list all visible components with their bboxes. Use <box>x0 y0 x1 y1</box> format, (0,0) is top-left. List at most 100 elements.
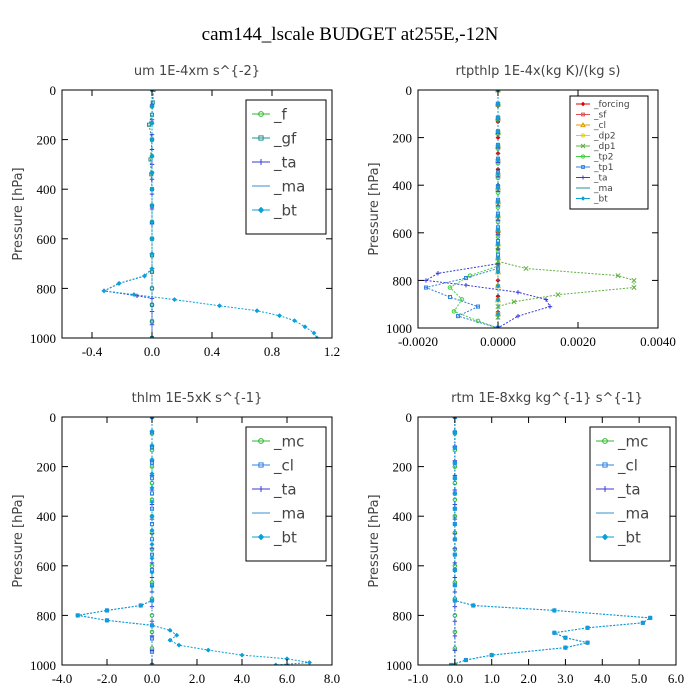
data-point <box>423 285 429 290</box>
data-point <box>149 583 155 590</box>
legend-label: _dp1 <box>593 142 616 152</box>
data-point <box>149 302 155 307</box>
x-tick-label: 5.0 <box>631 671 647 686</box>
legend-label: _ta <box>273 153 297 172</box>
data-point <box>495 129 501 135</box>
data-point <box>452 445 458 451</box>
data-point <box>254 308 260 314</box>
data-point <box>495 314 501 320</box>
legend-label: _mc <box>273 432 304 451</box>
data-point <box>273 662 279 665</box>
data-point <box>149 236 155 242</box>
legend-marker <box>581 165 585 169</box>
y-axis-label: Pressure [hPa] <box>367 494 382 587</box>
data-point <box>150 100 155 105</box>
data-point <box>647 615 653 621</box>
data-point <box>555 292 561 298</box>
y-tick-label: 600 <box>37 232 57 247</box>
legend-label: _bt <box>273 201 297 220</box>
legend-marker <box>258 438 264 444</box>
chart-panel: thlm 1E-5xK s^{-1} Pressure [hPa] -4.0 -2.0… <box>11 391 340 686</box>
x-tick-label: -2.0 <box>97 671 118 686</box>
y-axis-label: Pressure [hPa] <box>367 162 382 255</box>
legend-marker <box>258 135 264 141</box>
legend-marker <box>580 143 586 149</box>
data-point <box>447 285 453 290</box>
data-point <box>495 304 501 310</box>
x-tick-label: -1.0 <box>408 671 429 686</box>
series-line <box>424 90 499 328</box>
x-tick-label: 8.0 <box>324 671 340 686</box>
series-line <box>77 417 153 665</box>
data-point <box>149 442 155 448</box>
data-point <box>435 271 441 276</box>
data-point <box>452 475 458 481</box>
y-axis-label: Pressure [hPa] <box>11 167 26 260</box>
legend-marker <box>580 101 586 107</box>
x-tick-label: 0.0 <box>447 671 463 686</box>
legend-label: _ma <box>273 177 305 196</box>
legend-marker <box>602 462 608 468</box>
y-tick-label: 400 <box>37 509 57 524</box>
legend-label: _ma <box>593 184 613 194</box>
data-point <box>515 313 521 319</box>
panel-title: rtm 1E-8xkg kg^{-1} s^{-1} <box>451 391 643 406</box>
y-tick-label: 200 <box>37 460 57 475</box>
plot-area <box>423 90 637 328</box>
data-point <box>452 490 458 497</box>
legend-label: _cl <box>593 121 606 131</box>
data-point <box>452 536 458 542</box>
data-point <box>495 101 501 107</box>
legend-label: _ta <box>273 480 297 499</box>
data-point <box>104 607 110 613</box>
legend-label: _ma <box>617 504 649 523</box>
data-point <box>495 283 501 289</box>
data-point <box>631 277 637 283</box>
legend-label: _forcing <box>593 100 630 110</box>
data-point <box>495 269 501 275</box>
legend-marker <box>580 121 586 128</box>
legend-marker <box>580 154 586 159</box>
data-point <box>149 103 155 110</box>
data-point <box>138 602 144 609</box>
data-point <box>551 607 557 613</box>
series-line <box>77 417 310 665</box>
data-point <box>176 642 182 648</box>
y-tick-label: 200 <box>393 460 413 475</box>
plot-area <box>101 90 320 338</box>
data-point <box>475 318 481 324</box>
data-point <box>149 513 155 519</box>
x-tick-label: 4.0 <box>594 671 610 686</box>
data-point <box>149 120 155 126</box>
data-point <box>543 297 549 302</box>
data-point <box>151 90 156 93</box>
data-point <box>495 241 501 247</box>
data-point <box>452 582 458 588</box>
series-line <box>449 90 499 328</box>
data-point <box>311 330 317 336</box>
data-point <box>149 499 155 505</box>
y-tick-label: 400 <box>393 509 413 524</box>
legend: _f _gf _ta _ma _bt <box>245 99 327 235</box>
data-point <box>495 213 501 219</box>
data-point <box>584 625 591 631</box>
data-point <box>149 471 155 477</box>
x-tick-label: 6.0 <box>668 671 684 686</box>
data-point <box>463 282 469 288</box>
legend-marker <box>602 486 608 492</box>
legend-label: _bt <box>273 528 297 547</box>
data-point <box>447 295 453 300</box>
data-point <box>149 555 155 561</box>
legend-marker <box>601 533 609 541</box>
data-point <box>495 227 501 233</box>
x-tick-label: 0.0 <box>144 344 160 359</box>
data-point <box>452 597 458 604</box>
legend-marker <box>258 159 264 165</box>
x-tick-label: 1.2 <box>324 344 340 359</box>
x-tick-label: 0.0000 <box>480 334 516 349</box>
x-tick-label: 0.4 <box>204 344 221 359</box>
data-point <box>149 597 155 604</box>
data-point <box>495 258 501 264</box>
series-line <box>497 90 635 328</box>
